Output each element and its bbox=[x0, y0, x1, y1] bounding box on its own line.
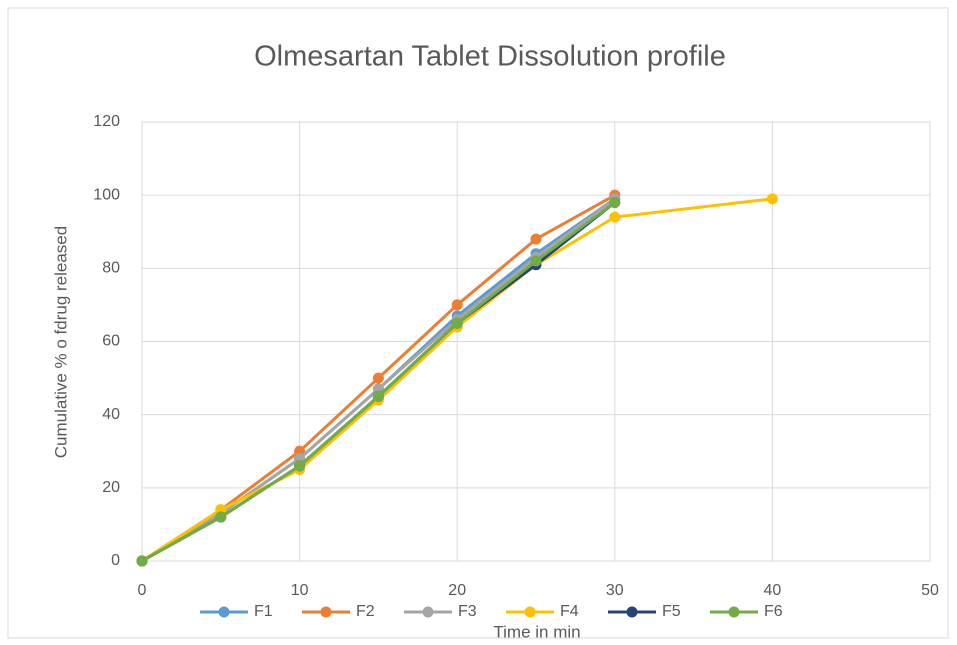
data-point bbox=[530, 233, 542, 245]
y-tick-label: 40 bbox=[102, 406, 120, 423]
data-point bbox=[609, 196, 621, 208]
data-point bbox=[136, 555, 148, 567]
x-axis-label: Time in min bbox=[493, 622, 580, 641]
legend-marker bbox=[422, 606, 434, 618]
y-tick-label: 0 bbox=[111, 552, 120, 569]
y-axis-label: Cumulative % o fdrug released bbox=[51, 226, 70, 458]
data-point bbox=[766, 193, 778, 205]
legend-marker bbox=[218, 606, 230, 618]
data-point bbox=[451, 317, 463, 329]
legend-marker bbox=[626, 606, 638, 618]
x-tick-label: 20 bbox=[448, 582, 466, 599]
legend-label: F1 bbox=[254, 603, 273, 620]
data-point bbox=[215, 511, 227, 523]
legend-label: F4 bbox=[560, 603, 579, 620]
legend-label: F2 bbox=[356, 603, 375, 620]
data-point bbox=[530, 255, 542, 267]
y-tick-label: 120 bbox=[93, 113, 120, 130]
y-tick-label: 100 bbox=[93, 186, 120, 203]
x-tick-label: 50 bbox=[921, 582, 939, 599]
chart-title: Olmesartan Tablet Dissolution profile bbox=[254, 41, 726, 73]
series-line bbox=[141, 197, 773, 563]
legend-label: F5 bbox=[662, 603, 681, 620]
legend-marker bbox=[728, 606, 740, 618]
y-tick-label: 60 bbox=[102, 333, 120, 350]
legend-marker bbox=[524, 606, 536, 618]
x-tick-label: 0 bbox=[138, 582, 147, 599]
data-point bbox=[609, 211, 621, 223]
data-point bbox=[372, 372, 384, 384]
x-tick-label: 40 bbox=[764, 582, 782, 599]
y-tick-label: 80 bbox=[102, 260, 120, 277]
legend-label: F3 bbox=[458, 603, 477, 620]
chart-frame bbox=[7, 7, 949, 639]
y-tick-label: 20 bbox=[102, 479, 120, 496]
legend-marker bbox=[320, 606, 332, 618]
x-tick-label: 10 bbox=[291, 582, 309, 599]
data-point bbox=[294, 460, 306, 472]
data-point bbox=[451, 299, 463, 311]
x-tick-label: 30 bbox=[606, 582, 624, 599]
data-point bbox=[372, 390, 384, 402]
legend-label: F6 bbox=[764, 603, 783, 620]
